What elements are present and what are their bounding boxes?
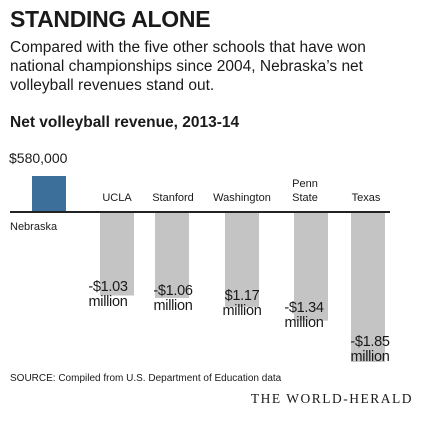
chart-subtitle: Compared with the five other schools tha… <box>10 39 366 94</box>
category-label-washington: Washington <box>213 192 271 204</box>
chart-heading: Net volleyball revenue, 2013-14 <box>10 114 240 131</box>
category-label-nebraska: Nebraska <box>10 221 58 233</box>
data-label-stanford: -$1.06 million <box>153 283 193 314</box>
bar-texas <box>351 212 385 362</box>
data-label-penn-state: -$1.34 million <box>284 300 324 331</box>
bar-penn-state <box>294 212 328 321</box>
source-note: SOURCE: Compiled from U.S. Department of… <box>10 373 282 384</box>
chart-title: STANDING ALONE <box>10 6 211 32</box>
bar-ucla <box>100 212 134 296</box>
category-label-penn-state: Penn State <box>292 178 318 204</box>
category-label-ucla: UCLA <box>102 192 132 204</box>
data-label-ucla: -$1.03 million <box>88 279 128 310</box>
category-label-stanford: Stanford <box>152 192 194 204</box>
category-label-texas: Texas <box>352 192 381 204</box>
bar-stanford <box>155 212 189 298</box>
bar-nebraska <box>32 176 66 212</box>
data-label-nebraska: $580,000 <box>9 150 68 166</box>
publisher-logo: THE WORLD-HERALD <box>250 391 413 406</box>
data-label-washington: $1.17 million <box>223 288 262 319</box>
bar-washington <box>225 212 259 307</box>
data-label-texas: -$1.85 million <box>350 334 390 365</box>
